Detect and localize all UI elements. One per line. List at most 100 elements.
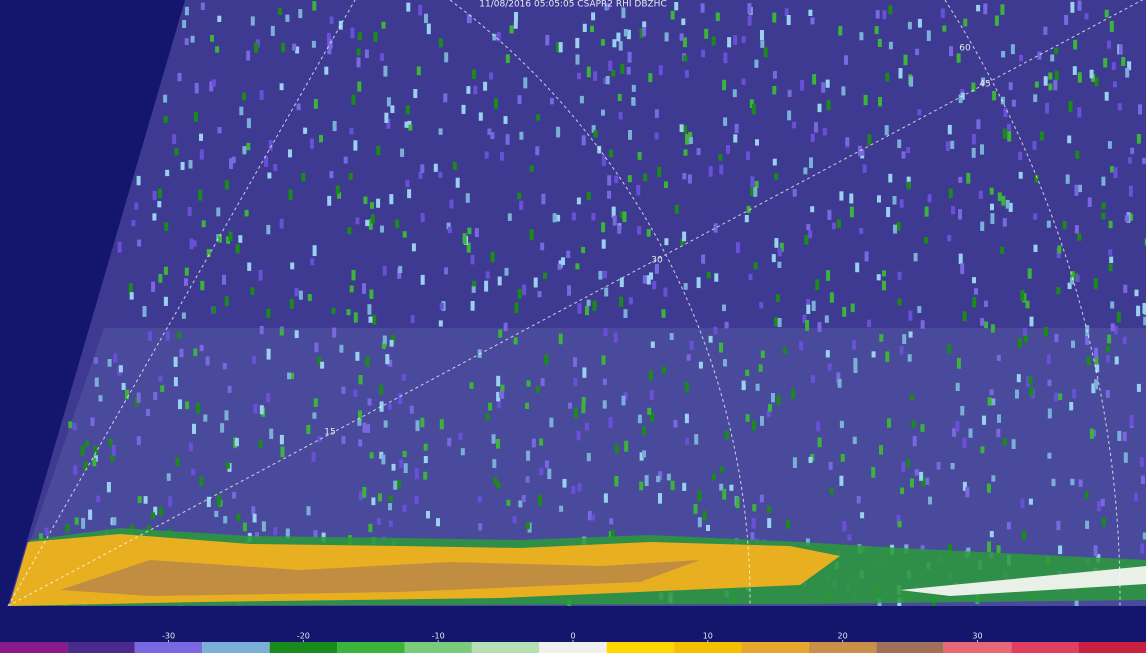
speckle — [745, 369, 750, 377]
speckle — [168, 496, 173, 507]
speckle — [990, 324, 995, 333]
speckle — [621, 7, 626, 19]
speckle — [1054, 47, 1059, 54]
speckle — [466, 242, 471, 253]
speckle — [1123, 452, 1128, 463]
speckle — [926, 30, 931, 41]
speckle — [815, 279, 820, 291]
speckle — [735, 242, 740, 254]
speckle — [438, 128, 443, 135]
speckle — [837, 378, 842, 388]
speckle — [924, 237, 929, 244]
speckle — [539, 467, 544, 476]
speckle — [897, 597, 902, 609]
speckle — [350, 27, 355, 39]
speckle — [313, 99, 318, 109]
speckle — [217, 15, 222, 23]
speckle — [649, 390, 654, 400]
speckle — [888, 173, 893, 183]
speckle — [406, 2, 411, 12]
speckle — [1129, 213, 1133, 221]
speckle — [292, 43, 297, 51]
speckle — [418, 171, 423, 179]
speckle — [414, 468, 419, 480]
speckle — [628, 130, 632, 140]
radial-line — [7, 0, 1144, 607]
speckle — [165, 169, 170, 177]
speckle — [1001, 195, 1006, 206]
speckle — [1094, 354, 1099, 365]
colorbar-cell — [943, 642, 1012, 653]
speckle — [829, 488, 834, 495]
tick-label: -30 — [162, 632, 175, 641]
speckle — [181, 312, 186, 319]
speckle — [332, 121, 337, 132]
speckle — [405, 105, 410, 115]
speckle — [752, 504, 757, 512]
speckle — [577, 303, 582, 314]
speckle — [177, 331, 182, 339]
speckle — [997, 192, 1002, 202]
speckle — [83, 461, 88, 471]
speckle — [619, 296, 624, 307]
speckle — [715, 12, 720, 22]
speckle — [329, 16, 334, 25]
speckle — [847, 534, 852, 541]
speckle — [134, 202, 139, 210]
speckle — [420, 213, 425, 223]
speckle — [750, 532, 755, 540]
speckle — [179, 348, 184, 358]
speckle — [426, 23, 431, 35]
speckle — [996, 545, 1001, 554]
speckle — [253, 403, 258, 414]
speckle — [184, 6, 189, 16]
speckle — [423, 443, 428, 451]
speckle — [326, 32, 331, 44]
speckle — [772, 71, 777, 79]
speckle — [661, 309, 666, 318]
speckle — [184, 267, 189, 276]
speckle — [997, 414, 1001, 423]
speckle — [952, 428, 957, 437]
speckle — [536, 114, 541, 121]
speckle — [908, 310, 913, 321]
speckle — [266, 308, 271, 318]
speckle — [708, 335, 713, 343]
speckle — [110, 454, 115, 462]
speckle — [735, 497, 740, 509]
speckle — [228, 231, 233, 241]
speckle — [892, 196, 897, 205]
speckle — [921, 477, 926, 487]
speckle — [1078, 184, 1082, 193]
speckle — [193, 112, 198, 122]
speckle — [386, 97, 391, 107]
speckle — [772, 86, 777, 95]
speckle — [902, 334, 907, 344]
speckle — [906, 459, 911, 468]
speckle — [1075, 274, 1080, 283]
speckle — [1077, 0, 1082, 11]
speckle — [369, 289, 374, 299]
speckle — [266, 348, 271, 360]
tick-label: -20 — [297, 632, 310, 641]
speckle — [611, 70, 616, 77]
speckle — [867, 134, 872, 146]
speckle — [409, 405, 414, 414]
colorbar-cell — [674, 642, 742, 653]
speckle — [107, 359, 112, 367]
speckle — [1105, 355, 1110, 363]
speckle — [1070, 277, 1074, 285]
speckle — [517, 192, 522, 200]
speckle — [1107, 141, 1112, 149]
speckle — [519, 131, 524, 140]
speckle — [917, 109, 922, 116]
speckle — [1128, 185, 1133, 197]
speckle — [663, 287, 668, 297]
speckle — [496, 481, 501, 489]
speckle — [914, 469, 919, 476]
speckle — [185, 401, 190, 410]
speckle — [827, 363, 832, 371]
speckle — [413, 89, 418, 99]
speckle — [1047, 452, 1052, 459]
speckle — [193, 348, 198, 357]
